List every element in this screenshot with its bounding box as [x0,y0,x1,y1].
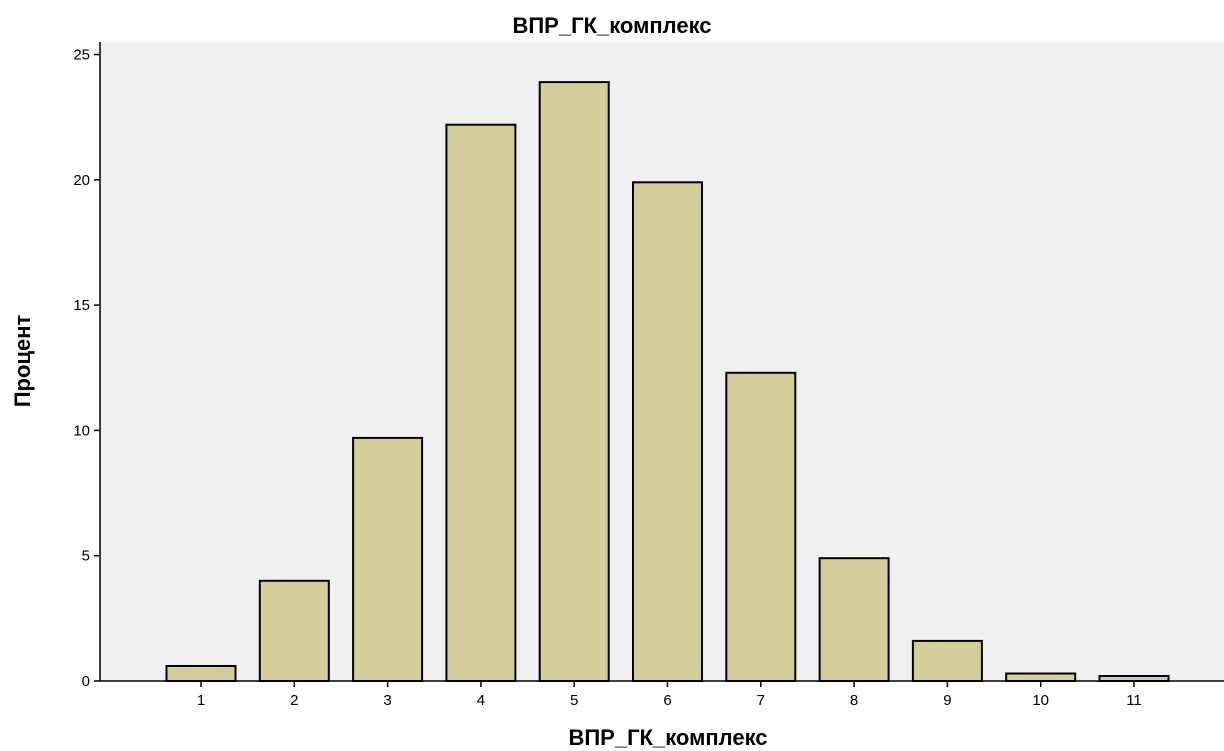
y-tick-label-20: 20 [73,172,90,189]
y-tick-label-5: 5 [82,548,90,565]
bar-4 [445,123,517,682]
y-tick-label-10: 10 [73,422,90,439]
bar-7 [725,371,797,682]
x-tick-label-2: 2 [290,692,298,709]
bar-2 [258,579,330,682]
x-axis: 1 2 3 4 5 6 7 8 9 10 11 [100,680,1224,709]
bar-1 [165,665,237,682]
y-axis-title: Процент [10,315,35,408]
x-tick-label-9: 9 [943,692,951,709]
x-tick-label-4: 4 [477,692,485,709]
y-tick-label-15: 15 [73,297,90,314]
bar-3 [352,436,424,682]
x-tick-label-10: 10 [1032,692,1049,709]
y-axis: 0 5 10 15 20 25 [73,42,101,690]
x-tick-label-8: 8 [850,692,858,709]
x-axis-title: ВПР_ГК_комплекс [568,725,767,750]
bars-group [165,81,1170,683]
x-tick-label-11: 11 [1126,692,1142,709]
x-tick-label-6: 6 [663,692,671,709]
bar-6 [632,181,703,683]
bar-5 [538,81,610,683]
bar-8 [818,557,890,683]
y-tick-label-25: 25 [73,47,90,64]
y-tick-label-0: 0 [82,673,90,690]
bar-9 [911,639,983,683]
x-tick-label-1: 1 [197,692,205,709]
x-tick-label-7: 7 [757,692,765,709]
bar-10 [1005,672,1077,682]
x-tick-label-5: 5 [570,692,578,709]
chart-title: ВПР_ГК_комплекс [512,13,711,38]
x-tick-label-3: 3 [383,692,391,709]
